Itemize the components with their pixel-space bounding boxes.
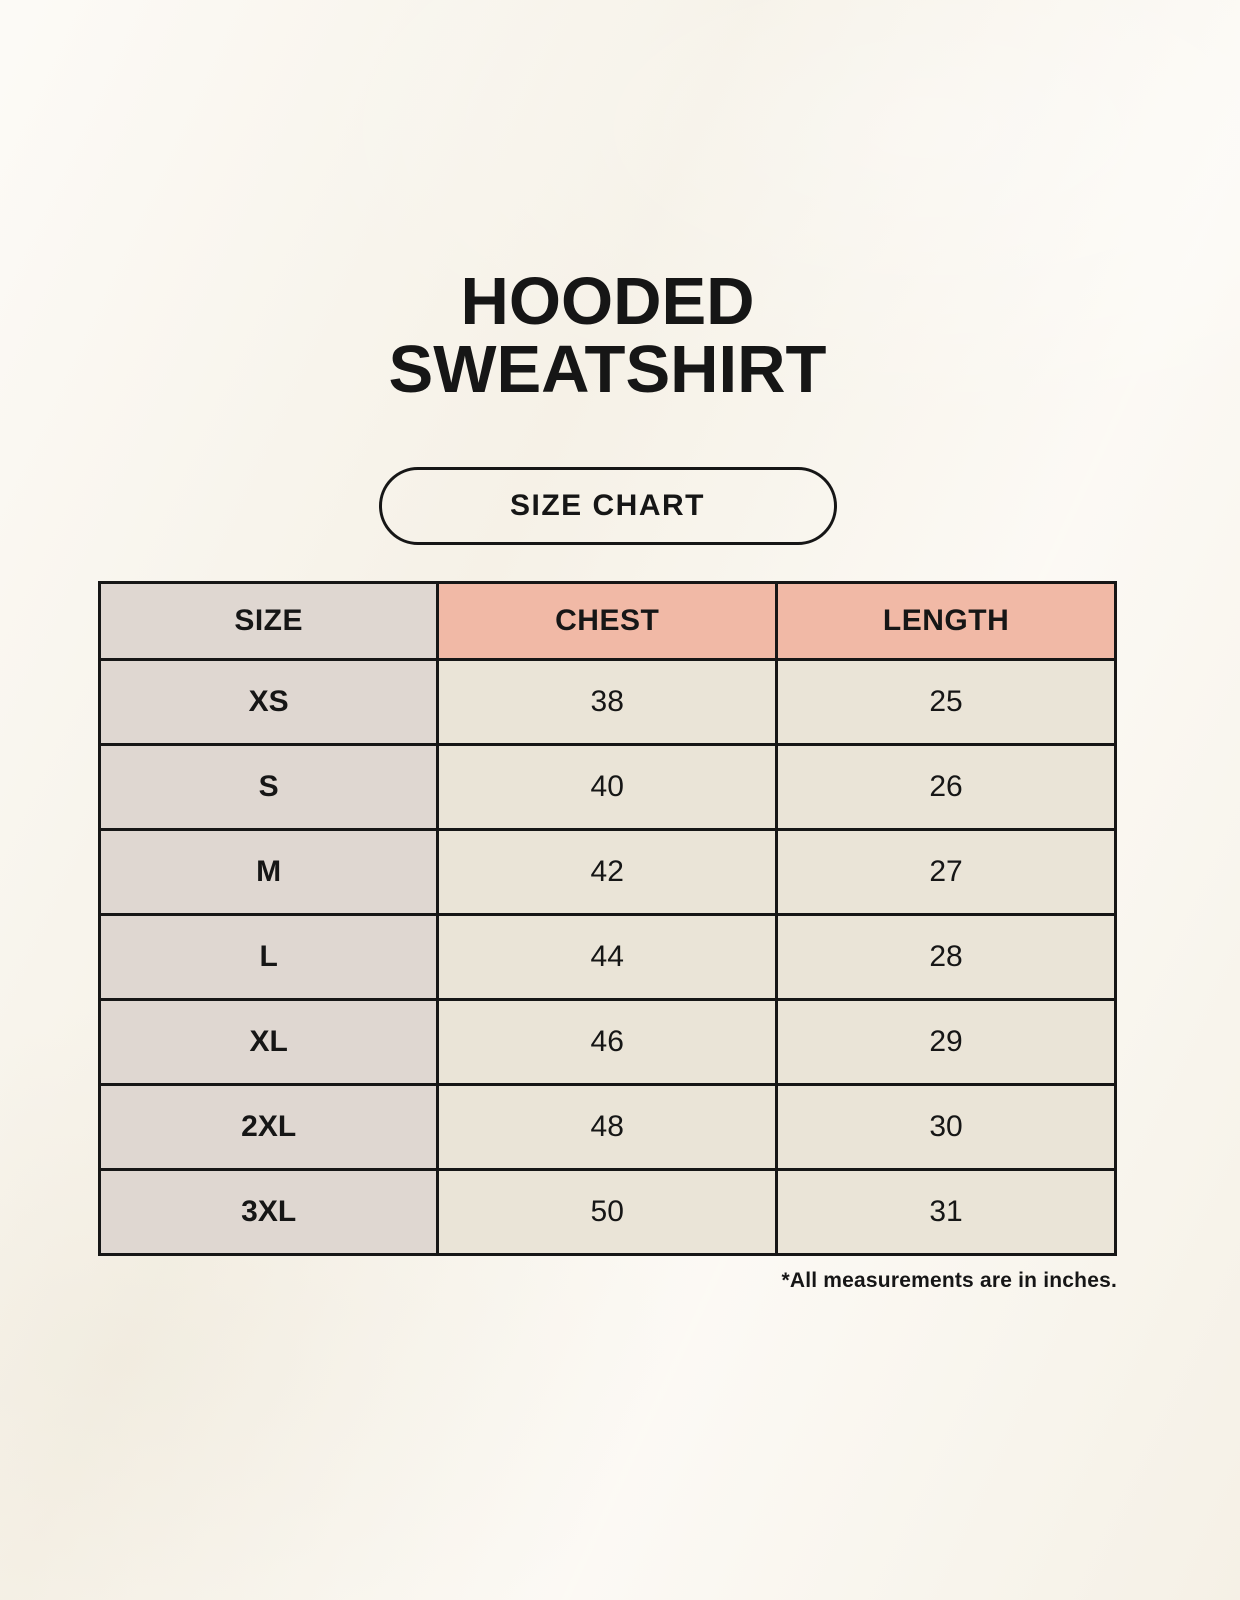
table-row-m: M 42 27 — [97, 827, 1117, 916]
size-chart-badge: SIZE CHART — [378, 466, 837, 545]
table-row-l: L 44 28 — [97, 912, 1117, 1001]
size-label: 3XL — [97, 1167, 440, 1256]
chest-value: 48 — [436, 1082, 779, 1171]
size-label: XL — [97, 997, 440, 1086]
size-label: S — [97, 742, 440, 831]
size-label: L — [97, 912, 440, 1001]
table-row-xl: XL 46 29 — [97, 997, 1117, 1086]
table-header-row: SIZE CHEST LENGTH — [97, 580, 1117, 661]
table-row-3xl: 3XL 50 31 — [97, 1167, 1117, 1256]
chest-value: 50 — [436, 1167, 779, 1256]
size-chart-badge-label: SIZE CHART — [510, 488, 705, 522]
chest-value: 38 — [436, 657, 779, 746]
column-header-chest: CHEST — [436, 580, 779, 661]
length-value: 28 — [775, 912, 1117, 1001]
page-title: HOODED SWEATSHIRT — [98, 0, 1117, 405]
page-title-line1: HOODED — [460, 264, 755, 339]
column-header-length: LENGTH — [775, 580, 1117, 661]
chest-value: 40 — [436, 742, 779, 831]
length-value: 27 — [775, 827, 1117, 916]
length-value: 25 — [775, 657, 1117, 746]
measurements-footnote: *All measurements are in inches. — [781, 1268, 1117, 1292]
page-title-line2: SWEATSHIRT — [388, 332, 827, 408]
size-label: XS — [97, 657, 440, 746]
chest-value: 46 — [436, 997, 779, 1086]
size-label: 2XL — [97, 1082, 440, 1171]
length-value: 31 — [775, 1167, 1117, 1256]
size-table: SIZE CHEST LENGTH XS 38 25 S 40 26 M 42 … — [97, 580, 1117, 1256]
length-value: 29 — [775, 997, 1117, 1086]
size-label: M — [97, 827, 440, 916]
table-row-xs: XS 38 25 — [97, 657, 1117, 746]
chest-value: 44 — [436, 912, 779, 1001]
table-row-s: S 40 26 — [97, 742, 1117, 831]
chest-value: 42 — [436, 827, 779, 916]
badge-container: SIZE CHART — [98, 466, 1117, 545]
size-chart-page: HOODED SWEATSHIRT SIZE CHART SIZE CHEST … — [97, 0, 1117, 1293]
column-header-size: SIZE — [97, 580, 440, 661]
length-value: 30 — [775, 1082, 1117, 1171]
table-row-2xl: 2XL 48 30 — [97, 1082, 1117, 1171]
length-value: 26 — [775, 742, 1117, 831]
